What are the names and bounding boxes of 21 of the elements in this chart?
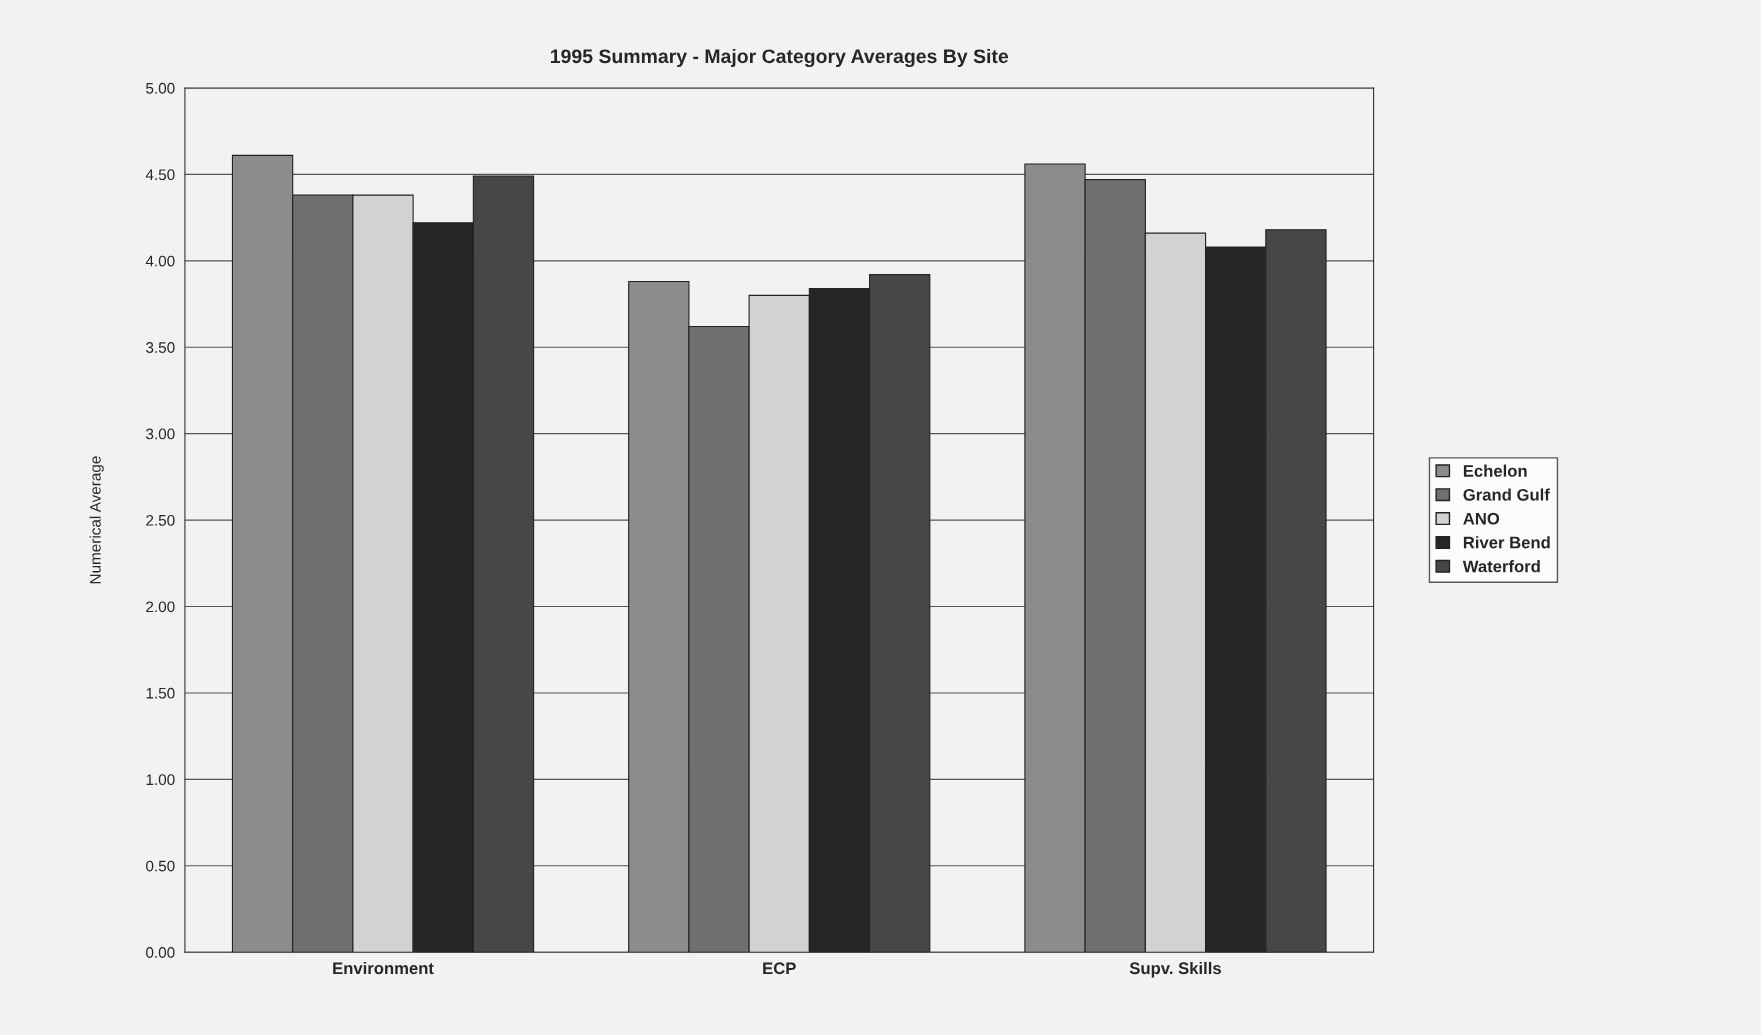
y-tick-label: 0.00 (146, 947, 175, 958)
y-tick-label: 4.00 (145, 255, 175, 267)
y-tick-label: 3.00 (146, 428, 175, 440)
x-tick-label: Supv. Skills (1129, 961, 1221, 978)
y-tick-label: 0.50 (146, 860, 175, 872)
y-tick-label: 3.50 (146, 342, 175, 353)
y-tick-label: 5.00 (146, 82, 175, 94)
legend-label: Grand Gulf (1463, 488, 1550, 501)
legend-label: River Bend (1463, 536, 1550, 549)
x-tick-label: Environment (333, 961, 434, 975)
legend-label: ANO (1463, 512, 1500, 525)
y-tick-label: 1.00 (146, 774, 175, 786)
y-tick-label: 1.50 (146, 687, 175, 699)
chart-title: 1995 Summary - Major Category Averages By Site (551, 48, 1009, 68)
y-tick-label: 4.50 (145, 169, 175, 181)
y-tick-label: 2.50 (146, 514, 175, 526)
legend-label: Echelon (1463, 464, 1527, 477)
y-tick-label: 2.00 (146, 601, 175, 613)
legend-label: Waterford (1462, 560, 1540, 573)
x-tick-label: ECP (763, 962, 796, 975)
y-axis-title: Numerical Average (89, 456, 104, 584)
